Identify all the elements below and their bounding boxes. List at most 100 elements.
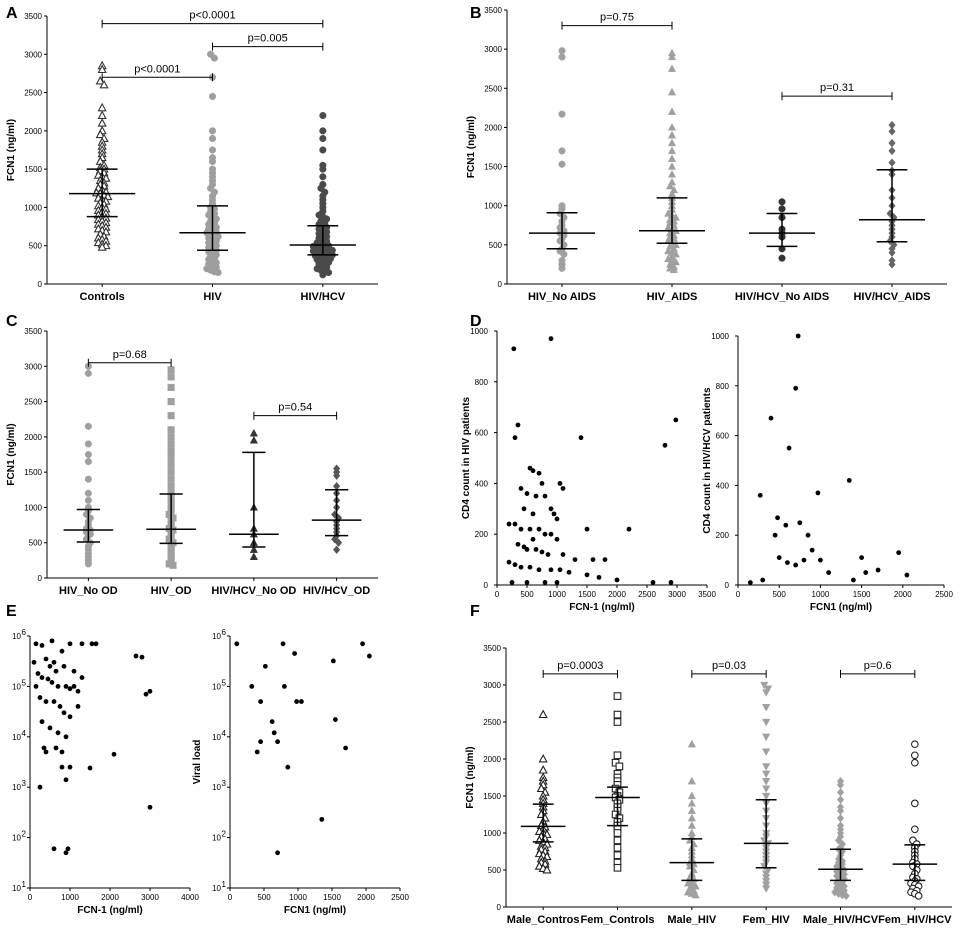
y-tick-exponent: 2 xyxy=(22,830,27,839)
y-tick-exponent: 6 xyxy=(222,628,227,637)
data-point xyxy=(332,471,341,480)
data-point xyxy=(762,877,771,886)
y-tick-label: 3000 xyxy=(24,362,42,371)
p-value-label: p=0.75 xyxy=(600,12,634,24)
data-point xyxy=(167,398,175,406)
data-point xyxy=(67,641,73,647)
y-tick-label: 1000 xyxy=(711,332,729,341)
data-point xyxy=(809,547,815,553)
data-point xyxy=(842,891,850,901)
chart-a: 0 500 1000 1500 2000 2500 3000 3500 FCN1 (ng/ml)… xyxy=(6,10,378,303)
y-tick-exponent: 1 xyxy=(222,880,227,889)
data-point xyxy=(254,749,260,755)
y-tick-exponent: 5 xyxy=(222,678,227,687)
data-point xyxy=(75,688,81,694)
data-point xyxy=(533,547,539,552)
data-point xyxy=(332,545,341,555)
chart-b: 0 500 1000 1500 2000 2500 3000 3500 FCN1 (ng/ml)… xyxy=(466,6,947,303)
x-tick-label: 2000 xyxy=(357,893,375,902)
y-axis-label: FCN1 (ng/ml) xyxy=(6,119,17,181)
category-label: HIV xyxy=(203,291,222,303)
data-point xyxy=(888,146,896,156)
data-point xyxy=(768,415,774,421)
series-hiv-hcv-no-aids xyxy=(749,198,815,262)
data-point xyxy=(536,526,542,532)
x-tick-label: 3000 xyxy=(668,590,686,599)
y-tick-label: 1000 xyxy=(470,327,488,336)
data-point xyxy=(71,684,77,689)
data-point xyxy=(61,710,67,716)
data-point xyxy=(214,268,222,277)
x-axis-label: FCN-1 (ng/ml) xyxy=(569,602,635,613)
data-point xyxy=(538,753,548,763)
x-tick-label: 1000 xyxy=(289,893,307,902)
data-point xyxy=(762,778,771,786)
data-point xyxy=(512,435,518,441)
data-point xyxy=(691,890,700,899)
y-tick-label: 10 xyxy=(212,783,221,792)
data-point xyxy=(93,641,99,647)
data-point xyxy=(560,250,568,258)
data-point xyxy=(566,569,572,575)
data-point xyxy=(558,147,566,155)
data-point xyxy=(542,864,552,874)
data-point xyxy=(262,663,268,669)
data-point xyxy=(111,751,117,757)
data-point xyxy=(548,567,554,573)
data-point xyxy=(31,659,37,665)
data-point xyxy=(33,684,39,689)
data-point xyxy=(319,173,327,181)
data-point xyxy=(249,552,258,560)
data-point xyxy=(167,426,175,434)
x-tick-label: 0 xyxy=(228,893,233,902)
data-point xyxy=(545,552,551,557)
data-point xyxy=(51,699,57,704)
panel-letter-b: B xyxy=(470,5,482,22)
data-point xyxy=(95,129,105,139)
data-point xyxy=(271,730,277,736)
data-point xyxy=(614,577,620,583)
data-point xyxy=(367,653,372,659)
data-point xyxy=(292,651,297,656)
data-point xyxy=(524,580,530,585)
y-tick-label: 1000 xyxy=(483,829,501,838)
data-point xyxy=(687,798,696,807)
data-point xyxy=(208,127,217,135)
x-tick-label: 3500 xyxy=(698,590,716,599)
x-tick-label: 4000 xyxy=(181,893,199,902)
data-point xyxy=(275,850,280,856)
data-point xyxy=(667,130,677,139)
data-point xyxy=(167,366,175,374)
data-point xyxy=(910,758,919,767)
data-point xyxy=(815,490,821,496)
y-tick-label: 200 xyxy=(475,530,489,539)
data-point xyxy=(542,493,548,499)
data-point xyxy=(783,522,789,528)
data-point xyxy=(859,555,864,561)
series-hiv-no-od xyxy=(63,362,114,568)
data-point xyxy=(167,412,175,420)
data-point xyxy=(506,559,512,565)
data-point xyxy=(762,748,771,757)
data-point xyxy=(762,763,771,771)
data-point xyxy=(294,699,300,704)
y-tick-label: 500 xyxy=(29,539,43,548)
data-point xyxy=(772,532,778,538)
data-point xyxy=(548,531,554,537)
y-tick-exponent: 4 xyxy=(22,729,27,738)
data-point xyxy=(208,146,217,154)
data-point xyxy=(836,795,845,804)
x-axis-label: FCN1 (ng/ml) xyxy=(284,905,346,916)
y-tick-label: 800 xyxy=(716,382,730,391)
data-point xyxy=(234,641,240,647)
data-point xyxy=(51,846,57,852)
y-axis-label: FCN1 (ng/ml) xyxy=(466,116,477,178)
data-point xyxy=(557,567,563,573)
data-point xyxy=(551,511,557,517)
data-point xyxy=(97,102,107,112)
data-point xyxy=(776,555,782,561)
data-point xyxy=(834,836,843,845)
y-tick-exponent: 6 xyxy=(22,628,27,637)
y-tick-label: 10 xyxy=(212,884,221,893)
